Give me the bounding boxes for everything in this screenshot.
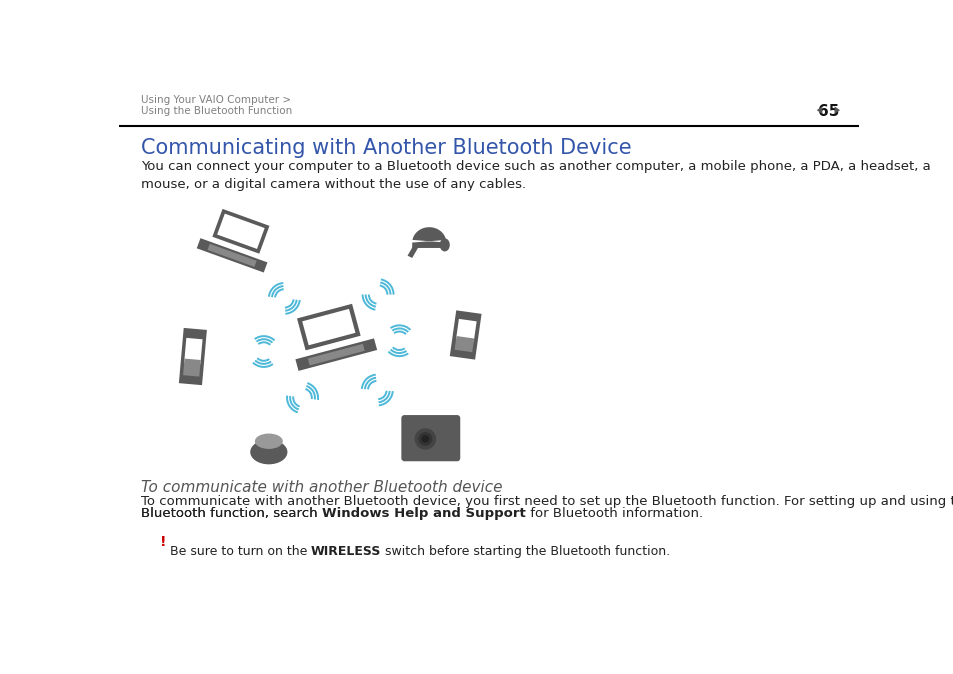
Text: To communicate with another Bluetooth device, you first need to set up the Bluet: To communicate with another Bluetooth de… xyxy=(141,495,953,508)
Polygon shape xyxy=(184,338,202,364)
Text: Bluetooth function, search: Bluetooth function, search xyxy=(141,508,321,520)
Polygon shape xyxy=(183,359,200,377)
Text: Be sure to turn on the: Be sure to turn on the xyxy=(170,545,311,558)
Ellipse shape xyxy=(250,439,287,464)
Polygon shape xyxy=(449,310,481,360)
Circle shape xyxy=(418,433,431,445)
Text: Communicating with Another Bluetooth Device: Communicating with Another Bluetooth Dev… xyxy=(141,138,631,158)
Polygon shape xyxy=(412,227,446,248)
Text: You can connect your computer to a Bluetooth device such as another computer, a : You can connect your computer to a Bluet… xyxy=(141,160,930,191)
Polygon shape xyxy=(454,336,474,353)
Polygon shape xyxy=(834,106,840,114)
Polygon shape xyxy=(302,309,355,345)
Text: Using the Bluetooth Function: Using the Bluetooth Function xyxy=(141,106,292,115)
Circle shape xyxy=(415,429,435,449)
Polygon shape xyxy=(196,238,267,272)
Polygon shape xyxy=(296,304,360,350)
Text: WIRELESS: WIRELESS xyxy=(311,545,381,558)
Polygon shape xyxy=(456,319,476,342)
Ellipse shape xyxy=(439,239,449,251)
Text: !: ! xyxy=(159,535,166,549)
Polygon shape xyxy=(217,214,264,249)
Ellipse shape xyxy=(254,433,282,449)
FancyBboxPatch shape xyxy=(401,415,459,461)
Polygon shape xyxy=(213,209,269,253)
Text: for Bluetooth information.: for Bluetooth information. xyxy=(525,508,702,520)
Polygon shape xyxy=(816,106,821,114)
Text: To communicate with another Bluetooth device: To communicate with another Bluetooth de… xyxy=(141,480,502,495)
Polygon shape xyxy=(208,244,256,267)
Polygon shape xyxy=(407,245,418,258)
Polygon shape xyxy=(295,338,376,371)
Text: Using Your VAIO Computer >: Using Your VAIO Computer > xyxy=(141,95,291,104)
Circle shape xyxy=(422,436,428,442)
Text: switch before starting the Bluetooth function.: switch before starting the Bluetooth fun… xyxy=(381,545,670,558)
Polygon shape xyxy=(308,344,364,365)
Polygon shape xyxy=(178,328,207,385)
Text: Bluetooth function, search: Bluetooth function, search xyxy=(141,508,321,520)
Text: 65: 65 xyxy=(817,104,839,119)
Text: Windows Help and Support: Windows Help and Support xyxy=(321,508,525,520)
